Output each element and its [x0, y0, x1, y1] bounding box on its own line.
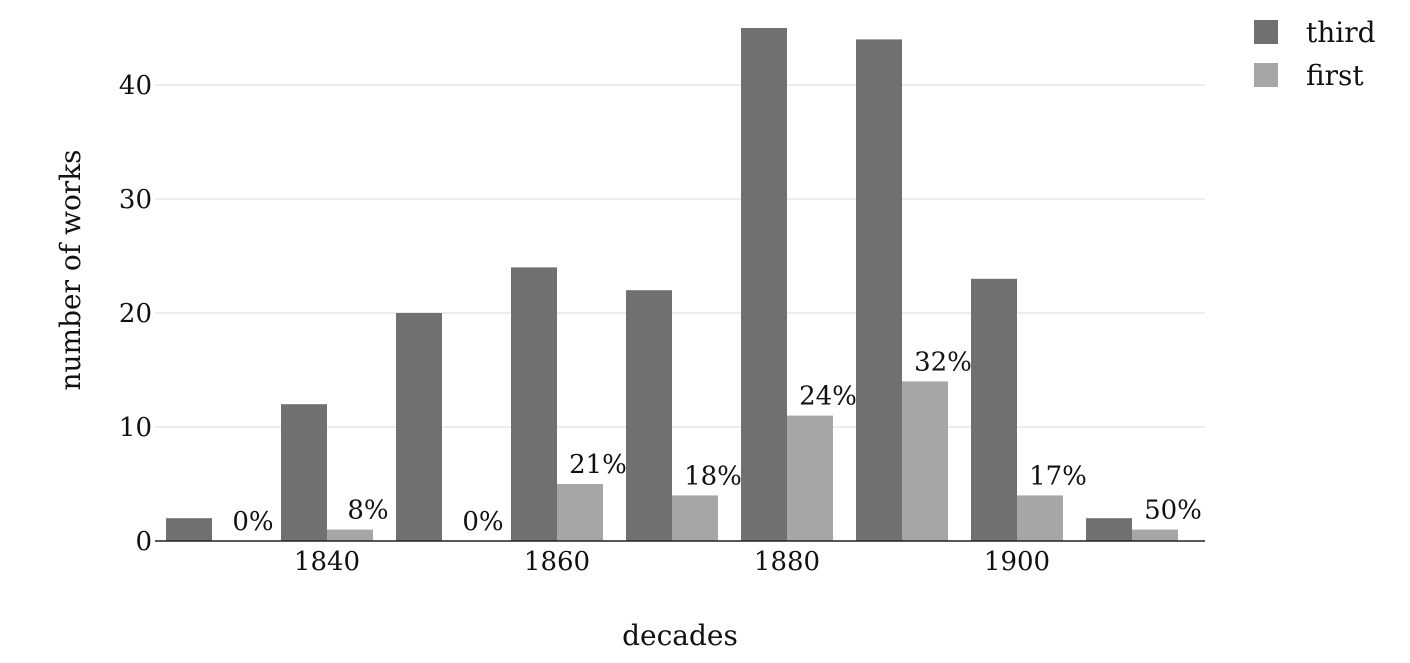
y-tick-label: 20: [119, 299, 152, 329]
grid-lines: [155, 84, 1205, 428]
data-label: 18%: [684, 461, 742, 491]
y-tick-label: 10: [119, 413, 152, 443]
bar-third: [741, 28, 787, 541]
bar-third: [626, 290, 672, 541]
y-tick-label: 30: [119, 185, 152, 215]
x-tick-label: 1840: [294, 547, 360, 577]
bar-first: [672, 495, 718, 541]
bar-third: [856, 39, 902, 542]
y-axis-ticks: 0 10 20 30 40: [119, 71, 152, 557]
data-label: 8%: [347, 496, 388, 526]
bar-third: [396, 313, 442, 541]
data-label: 50%: [1144, 496, 1202, 526]
bar-third: [1086, 518, 1132, 541]
legend-swatch-third: [1254, 20, 1278, 44]
x-tick-label: 1880: [754, 547, 820, 577]
x-tick-label: 1860: [524, 547, 590, 577]
data-label: 17%: [1029, 461, 1087, 491]
data-label: 21%: [569, 450, 627, 480]
legend: third first: [1254, 16, 1376, 92]
data-label: 0%: [462, 507, 503, 537]
legend-swatch-first: [1254, 63, 1278, 87]
bar-third: [281, 404, 327, 541]
bar-first: [327, 529, 373, 541]
bar-first: [1132, 529, 1178, 541]
x-tick-label: 1900: [984, 547, 1050, 577]
data-labels: 0% 8% 0% 21% 18% 24% 32% 17% 50%: [232, 347, 1202, 537]
bar-first: [787, 415, 833, 541]
legend-label-third: third: [1306, 16, 1376, 49]
x-axis-ticks: 1840 1860 1880 1900: [294, 547, 1050, 577]
bar-first: [1017, 495, 1063, 541]
y-tick-label: 40: [119, 71, 152, 101]
bar-third: [511, 267, 557, 541]
data-label: 24%: [799, 382, 857, 412]
bar-third: [971, 278, 1017, 541]
y-axis-title: number of works: [54, 149, 87, 390]
bars: [166, 28, 1178, 542]
bar-first: [557, 484, 603, 541]
bar-third: [166, 518, 212, 541]
x-axis-title: decades: [622, 619, 738, 652]
legend-label-first: first: [1306, 59, 1364, 92]
y-tick-label: 0: [135, 527, 152, 557]
data-label: 0%: [232, 507, 273, 537]
data-label: 32%: [914, 347, 972, 377]
bar-first: [902, 381, 948, 541]
